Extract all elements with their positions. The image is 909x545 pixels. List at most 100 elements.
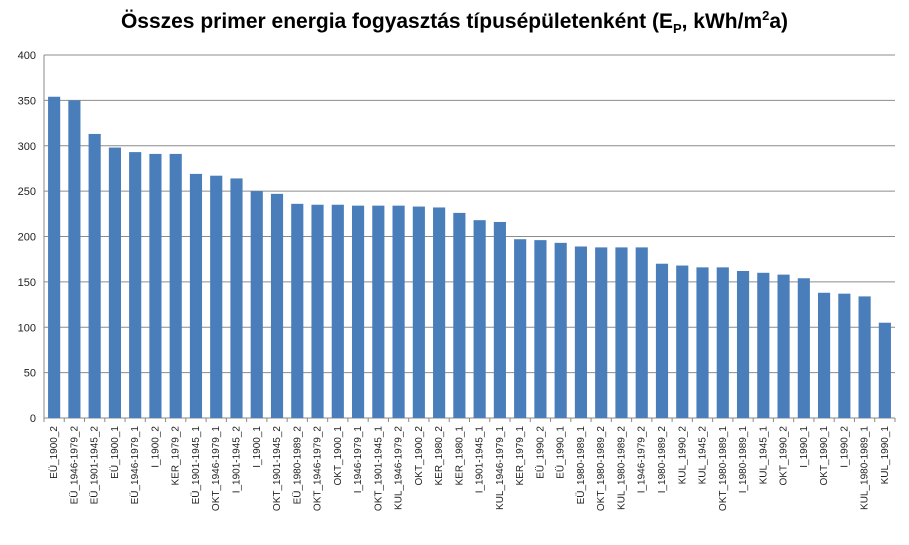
x-tick-label: OKT_1990_2 [779, 426, 790, 486]
bar [372, 205, 385, 418]
bar [230, 178, 243, 418]
bar [757, 272, 770, 418]
bar [818, 292, 831, 418]
x-tick-label: OKT_1901-1945_2 [272, 426, 283, 512]
x-tick-label: KUL_1980-1989_2 [616, 426, 627, 510]
x-tick-label: I_1980-1989_2 [657, 426, 668, 494]
bar [433, 207, 446, 418]
bar [858, 296, 871, 418]
x-tick-label: KER_1980_1 [454, 426, 465, 486]
bar [453, 212, 466, 418]
x-tick-label: EÜ_1980-1989_2 [291, 426, 303, 505]
chart-title-units: , kWh/m [681, 10, 763, 33]
x-tick-label: KER_1979_2 [171, 426, 182, 486]
bar [878, 322, 891, 418]
bar [716, 267, 729, 418]
bar [270, 193, 284, 418]
bar [655, 263, 669, 418]
bar [331, 204, 344, 418]
x-tick-label: EÜ_1900_1 [109, 426, 121, 479]
bar [514, 239, 527, 418]
y-tick-label: 400 [18, 50, 36, 62]
x-tick-label: KUL_1946-1979_2 [394, 426, 405, 510]
x-tick-label: KUL_1990_2 [677, 426, 688, 485]
bar [615, 247, 628, 418]
x-tick-label: OKT_1980-1989_2 [596, 426, 607, 512]
x-tick-label: OKT_1990_1 [819, 426, 830, 486]
chart-title-superscript: 2 [762, 8, 770, 23]
x-tick-label: I_1946-1979_1 [353, 426, 364, 494]
x-tick-label: EÜ_1901-1945_2 [89, 426, 101, 505]
bar [129, 152, 142, 419]
x-tick-label: OKT_1900_2 [414, 426, 425, 486]
x-tick-label: I_1990_1 [799, 426, 810, 468]
x-tick-label: OKT_1946-1979_1 [211, 426, 222, 512]
bar [473, 220, 486, 418]
bar [838, 293, 851, 418]
x-tick-label: I_1901-1945_2 [231, 426, 242, 494]
bar [777, 274, 790, 418]
x-tick-label: KUL_1980-1989_1 [860, 426, 871, 510]
x-tick-label: I_1900_1 [252, 426, 263, 468]
bar [88, 133, 101, 418]
y-tick-label: 200 [18, 232, 36, 244]
x-tick-label: EÜ_1990_1 [555, 426, 567, 479]
bar [68, 100, 81, 418]
bar [351, 205, 365, 418]
y-tick-label: 350 [18, 95, 36, 107]
bar [534, 240, 547, 418]
bar [392, 205, 405, 418]
x-tick-label: I_1901-1945_1 [475, 426, 486, 494]
x-tick-label: OKT_1946-1979_2 [313, 426, 324, 512]
x-tick-label: EÜ_1990_2 [534, 426, 546, 479]
chart-title-suffix: a) [769, 10, 789, 33]
x-tick-label: KUL_1945_2 [698, 426, 709, 485]
bar [635, 247, 648, 418]
x-tick-label: KUL_1945_1 [758, 426, 769, 485]
x-tick-label: EÜ_1980-1989_1 [575, 426, 587, 505]
x-tick-label: I_1900_2 [150, 426, 161, 468]
x-tick-label: I_1980-1989_1 [738, 426, 749, 494]
x-tick-label: EÜ_1946-1979_2 [68, 426, 80, 505]
bar [736, 270, 750, 418]
bar [554, 242, 567, 418]
x-tick-label: KUL_1946-1979_1 [495, 426, 506, 510]
bar [149, 153, 162, 419]
x-tick-label: OKT_1900_1 [333, 426, 344, 486]
x-tick-label: KUL_1990_1 [880, 426, 891, 485]
y-tick-label: 0 [30, 413, 36, 425]
y-tick-label: 300 [18, 141, 36, 153]
y-tick-label: 150 [18, 277, 36, 289]
bar [291, 203, 304, 418]
x-tick-label: OKT_1901-1945_1 [373, 426, 384, 512]
bar [189, 173, 203, 418]
x-tick-label: EÜ_1946-1979_1 [129, 426, 141, 505]
bar [311, 204, 324, 418]
bar [696, 267, 709, 418]
x-tick-label: I_1946-1979_2 [637, 426, 648, 494]
bar [595, 247, 608, 418]
y-tick-label: 100 [18, 322, 36, 334]
x-tick-label: I_1990_2 [839, 426, 850, 468]
bar [676, 265, 689, 418]
chart-title-subscript: P [672, 21, 682, 37]
x-tick-label: KER_1980_2 [434, 426, 445, 486]
x-tick-label: EÜ_1900_2 [48, 426, 60, 479]
bar [493, 221, 506, 418]
x-tick-label: EÜ_1901-1945_1 [190, 426, 202, 505]
bar [210, 175, 223, 418]
bar [108, 147, 121, 418]
bar [48, 96, 61, 419]
y-tick-label: 250 [18, 186, 36, 198]
bar [250, 191, 263, 418]
x-tick-label: OKT_1980-1989_1 [718, 426, 729, 512]
bar [797, 278, 810, 418]
chart-title: Összes primer energia fogyasztás típusép… [0, 8, 909, 36]
x-tick-label: KER_1979_1 [515, 426, 526, 486]
y-tick-label: 50 [24, 368, 36, 380]
bar [574, 246, 588, 418]
bar [412, 206, 425, 418]
chart-title-prefix: Összes primer energia fogyasztás típusép… [120, 10, 673, 33]
